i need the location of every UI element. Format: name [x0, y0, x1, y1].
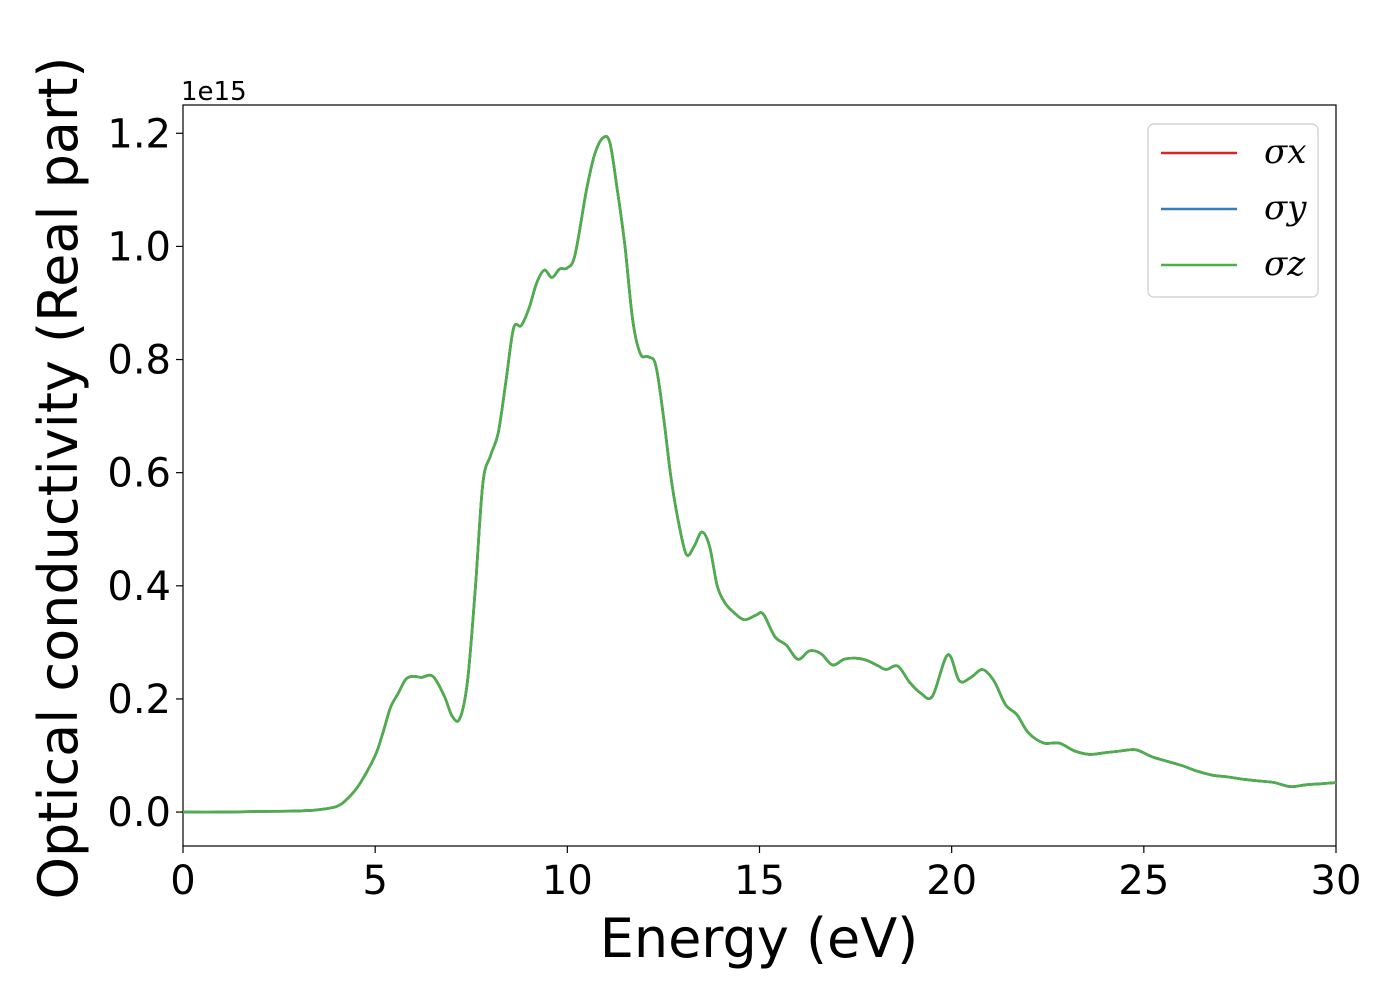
series-lines — [182, 135, 1337, 814]
x-tick-label: 5 — [362, 858, 387, 904]
x-axis-ticks: 0 5 10 15 20 25 30 — [170, 846, 1361, 904]
y-tick-label: 1.2 — [107, 111, 171, 157]
y-tick-label: 0.8 — [107, 338, 171, 384]
x-tick-label: 15 — [734, 858, 785, 904]
x-axis-title: Energy (eV) — [600, 907, 919, 970]
x-tick-label: 0 — [170, 858, 195, 904]
y-axis-ticks: 0.0 0.2 0.4 0.6 0.8 1.0 1.2 — [107, 111, 183, 836]
y-offset-label: 1e15 — [181, 77, 247, 107]
legend: σx σy σz — [1147, 123, 1319, 298]
x-tick-label: 20 — [926, 858, 977, 904]
x-tick-label: 10 — [542, 858, 593, 904]
y-axis-title: Optical conductivity (Real part) — [27, 57, 90, 900]
y-tick-label: 1.0 — [107, 224, 171, 270]
legend-box — [1147, 123, 1319, 298]
legend-label: σz — [1264, 244, 1306, 284]
y-tick-label: 0.6 — [107, 451, 171, 497]
y-tick-label: 0.2 — [107, 677, 171, 723]
legend-label: σx — [1264, 132, 1306, 172]
y-tick-label: 0.0 — [107, 790, 171, 836]
series-line-3 — [182, 135, 1337, 814]
x-tick-label: 25 — [1118, 858, 1169, 904]
y-tick-label: 0.4 — [107, 564, 171, 610]
x-tick-label: 30 — [1311, 858, 1362, 904]
legend-label: σy — [1264, 188, 1307, 228]
